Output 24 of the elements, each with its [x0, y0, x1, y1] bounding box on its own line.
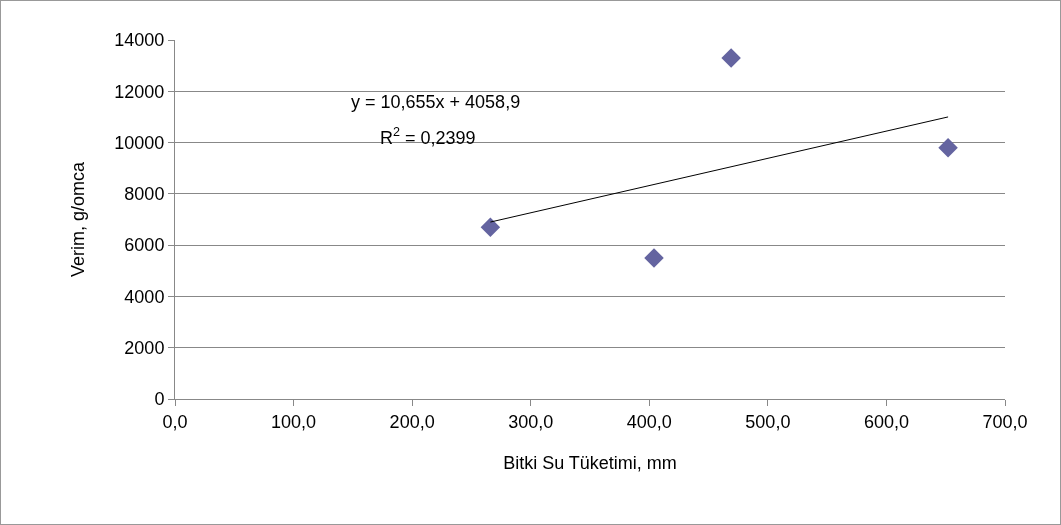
x-tick-label: 100,0 [271, 411, 317, 432]
x-axis-title: Bitki Su Tüketimi, mm [503, 452, 677, 473]
x-tick-label: 500,0 [745, 411, 791, 432]
y-tick-label: 0 [154, 389, 165, 410]
x-tick-label: 400,0 [626, 411, 672, 432]
point [644, 248, 664, 268]
y-tick-label: 10000 [114, 132, 165, 153]
x-tick-label: 0,0 [162, 411, 188, 432]
x-tick-label: 700,0 [982, 411, 1028, 432]
annotation: R$^{2}$ = 0,2399 [380, 125, 476, 148]
x-tick-label: 200,0 [389, 411, 435, 432]
point [480, 217, 501, 237]
x-tick-label: 300,0 [508, 411, 554, 432]
y-tick-label: 6000 [124, 235, 165, 256]
y-tick-label: 12000 [114, 81, 165, 102]
y-tick-label: 14000 [114, 30, 165, 51]
y-axis-title: Verim, g/omca [67, 160, 88, 278]
y-tick-label: 8000 [124, 184, 165, 205]
y-tick-label: 2000 [124, 338, 165, 359]
x-tick-label: 600,0 [863, 411, 909, 432]
point [938, 137, 958, 158]
point [721, 48, 741, 68]
annotation: y = 10,655x + 4058,9 [351, 92, 521, 112]
y-tick-label: 4000 [124, 286, 165, 307]
